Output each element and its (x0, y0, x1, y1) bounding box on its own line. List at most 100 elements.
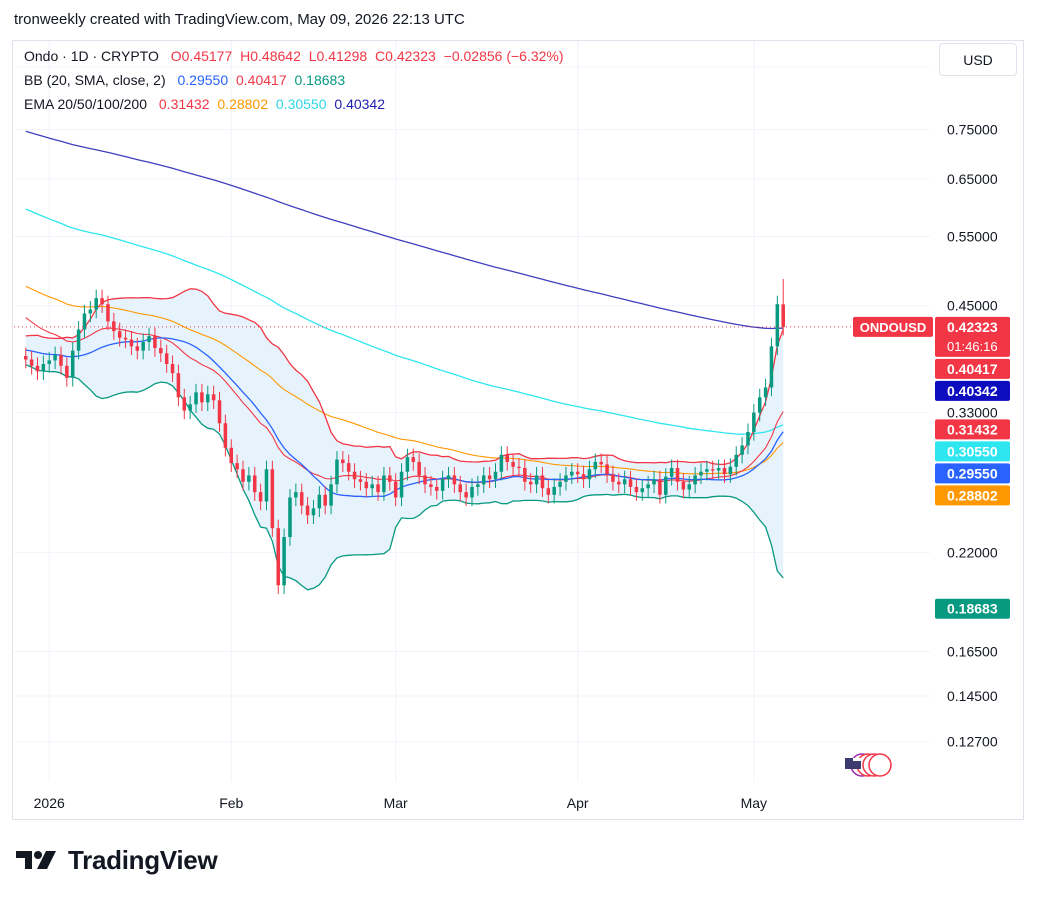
price-tag-bg (935, 380, 1010, 401)
candle-body (417, 461, 421, 476)
y-tick-label: 0.16500 (947, 644, 998, 660)
candle-body (634, 486, 639, 493)
symbol-tag-bg (853, 316, 933, 337)
price-tag-bg (935, 441, 1010, 462)
candle-body (499, 454, 504, 472)
candle-body (329, 484, 333, 506)
candle-body (305, 505, 310, 516)
candle-body (388, 475, 392, 482)
bb-upper-value: 0.40417 (236, 72, 287, 88)
candle-body (505, 454, 509, 462)
candle-body (587, 469, 592, 480)
candle-body (652, 479, 656, 485)
bb-lower-value: 0.18683 (294, 72, 346, 88)
bb-upper-line (25, 288, 784, 466)
candle-body (217, 400, 222, 424)
candle-body (705, 469, 709, 472)
candle-body (611, 474, 615, 482)
candle-body (311, 508, 316, 516)
bb-label: BB (20, SMA, close, 2) (24, 72, 166, 88)
candle-body (153, 336, 157, 349)
ema20-value: 0.31432 (158, 96, 210, 112)
ema20-line (25, 317, 784, 484)
candle-body (617, 481, 621, 485)
price-tag-value: 0.42323 (947, 319, 998, 335)
y-tick-label: 0.14500 (947, 688, 998, 704)
candle-body (229, 447, 234, 464)
chart-header: tronweekly created with TradingView.com,… (14, 11, 465, 28)
candle-body (628, 479, 633, 487)
candle-body (640, 488, 645, 493)
legend-ohlc: Ondo · 1D · CRYPTO O0.45177 H0.48642 L0.… (24, 48, 568, 64)
candle-body (106, 304, 110, 322)
candle-body (757, 397, 762, 413)
candle-body (464, 492, 468, 498)
candle-body (523, 468, 527, 482)
bb-lower-line (25, 364, 784, 591)
candle-body (76, 329, 81, 351)
ema100-value: 0.30550 (275, 96, 327, 112)
candle-body (734, 454, 738, 467)
candle-body (382, 475, 386, 493)
candle-body (528, 481, 533, 485)
candle-body (35, 365, 40, 372)
candle-body (112, 321, 116, 332)
y-tick-label: 0.45000 (947, 298, 998, 314)
price-tag-value: 0.29550 (947, 465, 998, 481)
candle-body (599, 461, 603, 465)
candle-body (740, 445, 744, 455)
candle-body (241, 469, 245, 482)
ema100-line (25, 208, 784, 435)
legend-bb: BB (20, SMA, close, 2) 0.29550 0.40417 0… (24, 72, 349, 88)
candle-body (669, 468, 674, 477)
tradingview-logo-icon (16, 851, 56, 869)
candle-body (399, 471, 404, 498)
candle-body (29, 359, 34, 366)
candle-body (129, 339, 134, 347)
candle-body (564, 475, 568, 482)
candle-body (546, 488, 551, 495)
candle-body (435, 486, 439, 491)
open-value: O0.45177 (170, 48, 233, 64)
candle-body (769, 346, 774, 388)
candle-body (558, 481, 562, 487)
price-tag-bg (935, 419, 1010, 440)
symbol-tag-label: ONDOUSD (860, 320, 926, 335)
candle-body (405, 457, 410, 472)
legend-ema: EMA 20/50/100/200 0.31432 0.28802 0.3055… (24, 96, 389, 112)
x-tick-label: Apr (567, 795, 589, 811)
candle-body (176, 373, 181, 398)
price-tag-bg (935, 358, 1010, 379)
candle-body (223, 423, 228, 448)
y-tick-label: 0.65000 (947, 171, 998, 187)
candle-body (164, 353, 169, 364)
currency-button[interactable]: USD (939, 43, 1017, 76)
x-tick-label: Mar (384, 795, 408, 811)
candle-body (70, 350, 75, 378)
candle-body (235, 463, 239, 470)
close-value: C0.42323 (375, 48, 436, 64)
y-tick-label: 0.33000 (947, 405, 998, 421)
candle-body (699, 471, 703, 476)
candle-body (200, 392, 204, 403)
candle-body (476, 484, 480, 487)
y-tick-label: 0.75000 (947, 122, 998, 138)
candle-body (206, 394, 210, 403)
candle-body (141, 342, 145, 351)
symbol-label: Ondo · 1D · CRYPTO (24, 48, 159, 64)
ema-label: EMA 20/50/100/200 (24, 96, 147, 112)
candle-body (575, 471, 580, 475)
ema200-value: 0.40342 (334, 96, 385, 112)
candle-body (341, 459, 345, 464)
ema200-line (25, 130, 784, 330)
candle-body (681, 481, 686, 490)
us-flag-stripe (853, 758, 861, 761)
candle-body (593, 461, 598, 470)
candle-body (763, 387, 768, 398)
event-marker-icon (868, 753, 892, 777)
candle-body (487, 475, 492, 480)
candle-body (59, 355, 63, 366)
price-tag-bg (935, 463, 1010, 484)
price-tag-value: 0.28802 (947, 487, 998, 503)
